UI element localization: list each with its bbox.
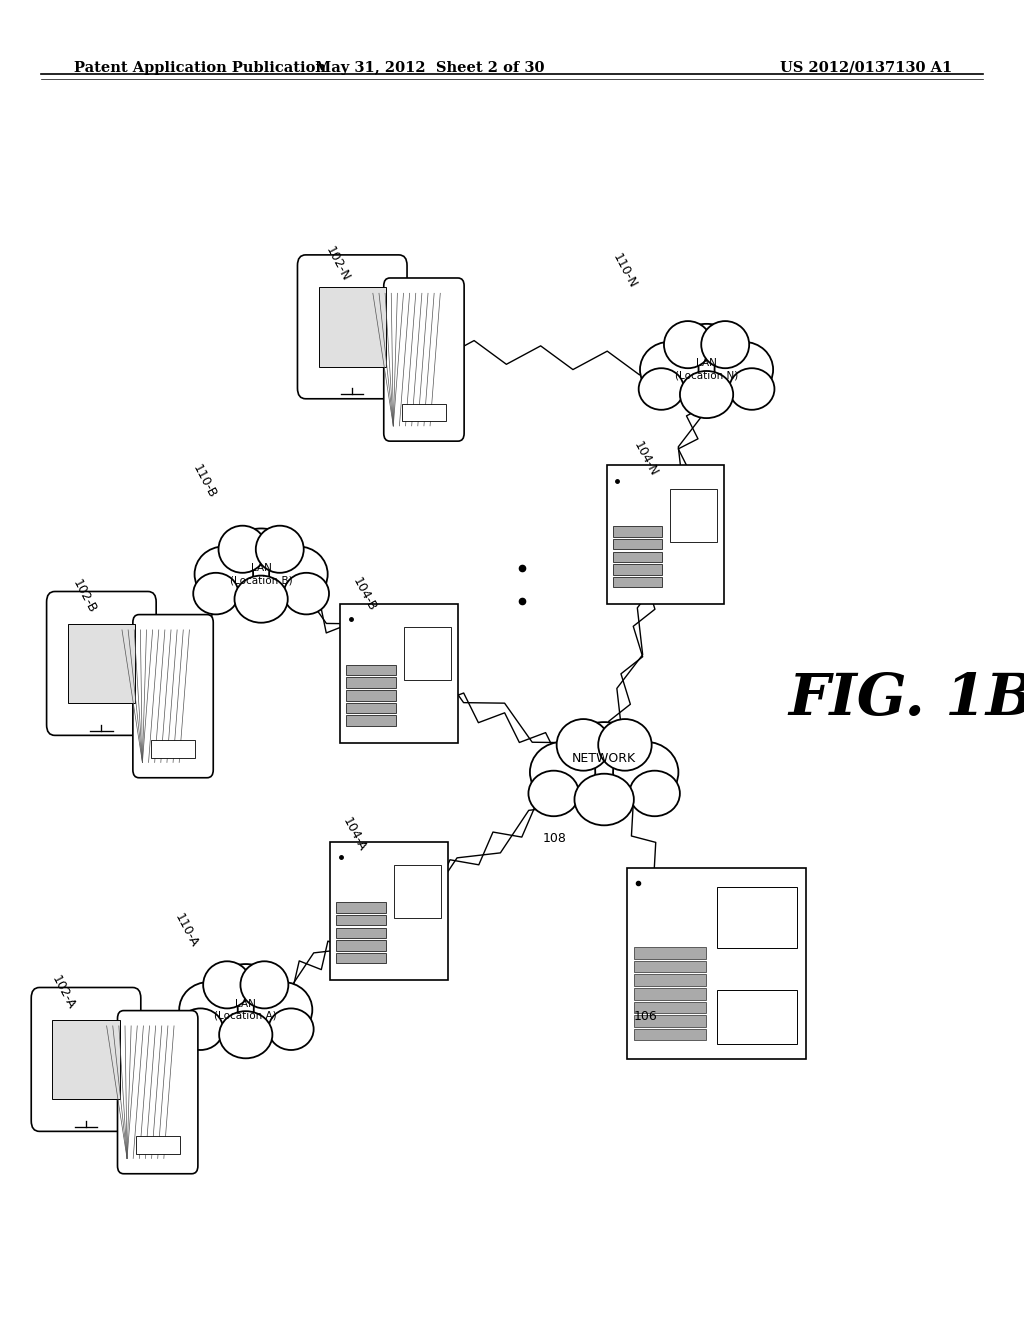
Ellipse shape (234, 576, 288, 623)
FancyBboxPatch shape (346, 677, 396, 688)
FancyBboxPatch shape (612, 552, 663, 562)
FancyBboxPatch shape (318, 286, 386, 367)
Text: 108: 108 (543, 832, 566, 845)
FancyBboxPatch shape (336, 928, 386, 939)
Ellipse shape (664, 321, 712, 368)
FancyBboxPatch shape (634, 1015, 706, 1027)
FancyBboxPatch shape (133, 615, 213, 777)
FancyBboxPatch shape (31, 987, 140, 1131)
Text: 104-N: 104-N (631, 440, 659, 479)
Ellipse shape (203, 961, 251, 1008)
Ellipse shape (269, 546, 328, 602)
Text: FIG. 1B: FIG. 1B (788, 672, 1024, 727)
Text: LAN
(Location N): LAN (Location N) (675, 359, 738, 380)
FancyBboxPatch shape (404, 627, 452, 680)
Ellipse shape (179, 982, 238, 1038)
Text: 110-B: 110-B (190, 463, 219, 500)
FancyBboxPatch shape (118, 1011, 198, 1173)
Ellipse shape (219, 1011, 272, 1059)
Ellipse shape (195, 546, 253, 602)
FancyBboxPatch shape (634, 961, 706, 973)
Ellipse shape (241, 961, 289, 1008)
Ellipse shape (613, 742, 678, 803)
Ellipse shape (284, 573, 329, 614)
Ellipse shape (528, 771, 579, 816)
Text: 106: 106 (633, 1010, 657, 1023)
Text: 102-N: 102-N (324, 244, 352, 284)
Text: 102-A: 102-A (49, 973, 78, 1012)
FancyBboxPatch shape (346, 690, 396, 701)
Ellipse shape (530, 742, 595, 803)
FancyBboxPatch shape (634, 1002, 706, 1012)
Text: 104-A: 104-A (340, 814, 369, 854)
Text: May 31, 2012  Sheet 2 of 30: May 31, 2012 Sheet 2 of 30 (315, 61, 545, 75)
FancyBboxPatch shape (634, 1028, 706, 1040)
Ellipse shape (206, 964, 286, 1041)
Ellipse shape (256, 525, 304, 573)
FancyBboxPatch shape (717, 887, 798, 948)
FancyBboxPatch shape (336, 915, 386, 925)
Ellipse shape (557, 719, 610, 771)
FancyBboxPatch shape (606, 466, 725, 605)
FancyBboxPatch shape (297, 255, 407, 399)
FancyBboxPatch shape (612, 564, 663, 574)
Ellipse shape (630, 771, 680, 816)
Text: US 2012/0137130 A1: US 2012/0137130 A1 (780, 61, 952, 75)
FancyBboxPatch shape (336, 953, 386, 964)
Ellipse shape (715, 342, 773, 397)
Ellipse shape (598, 719, 651, 771)
FancyBboxPatch shape (634, 989, 706, 999)
Ellipse shape (254, 982, 312, 1038)
FancyBboxPatch shape (52, 1019, 120, 1100)
FancyBboxPatch shape (717, 990, 798, 1044)
Text: 104-B: 104-B (350, 576, 379, 612)
FancyBboxPatch shape (612, 539, 663, 549)
FancyBboxPatch shape (68, 623, 135, 704)
FancyBboxPatch shape (340, 605, 459, 742)
FancyBboxPatch shape (151, 741, 196, 758)
Ellipse shape (194, 573, 239, 614)
Ellipse shape (680, 371, 733, 418)
FancyBboxPatch shape (330, 842, 449, 979)
FancyBboxPatch shape (47, 591, 156, 735)
FancyBboxPatch shape (346, 702, 396, 713)
FancyBboxPatch shape (671, 488, 718, 541)
FancyBboxPatch shape (394, 865, 441, 917)
Ellipse shape (268, 1008, 313, 1049)
Text: NETWORK: NETWORK (572, 752, 636, 766)
Text: 102-B: 102-B (70, 578, 98, 615)
FancyBboxPatch shape (612, 577, 663, 587)
FancyBboxPatch shape (346, 715, 396, 726)
FancyBboxPatch shape (634, 974, 706, 986)
Ellipse shape (667, 323, 746, 401)
Ellipse shape (559, 722, 649, 807)
Text: Patent Application Publication: Patent Application Publication (74, 61, 326, 75)
Text: 110-N: 110-N (610, 251, 639, 290)
FancyBboxPatch shape (346, 665, 396, 675)
Text: 110-A: 110-A (172, 911, 201, 950)
Ellipse shape (574, 774, 634, 825)
FancyBboxPatch shape (336, 903, 386, 912)
FancyBboxPatch shape (135, 1137, 180, 1154)
FancyBboxPatch shape (634, 948, 706, 958)
FancyBboxPatch shape (401, 404, 446, 421)
Ellipse shape (218, 525, 266, 573)
FancyBboxPatch shape (612, 527, 663, 536)
Ellipse shape (640, 342, 698, 397)
Ellipse shape (729, 368, 774, 409)
Text: LAN
(Location A): LAN (Location A) (214, 999, 278, 1020)
Text: LAN
(Location B): LAN (Location B) (229, 564, 293, 585)
Ellipse shape (701, 321, 750, 368)
FancyBboxPatch shape (336, 940, 386, 950)
FancyBboxPatch shape (627, 869, 806, 1059)
Ellipse shape (221, 528, 301, 606)
Ellipse shape (178, 1008, 223, 1049)
FancyBboxPatch shape (384, 279, 464, 441)
Ellipse shape (639, 368, 684, 409)
